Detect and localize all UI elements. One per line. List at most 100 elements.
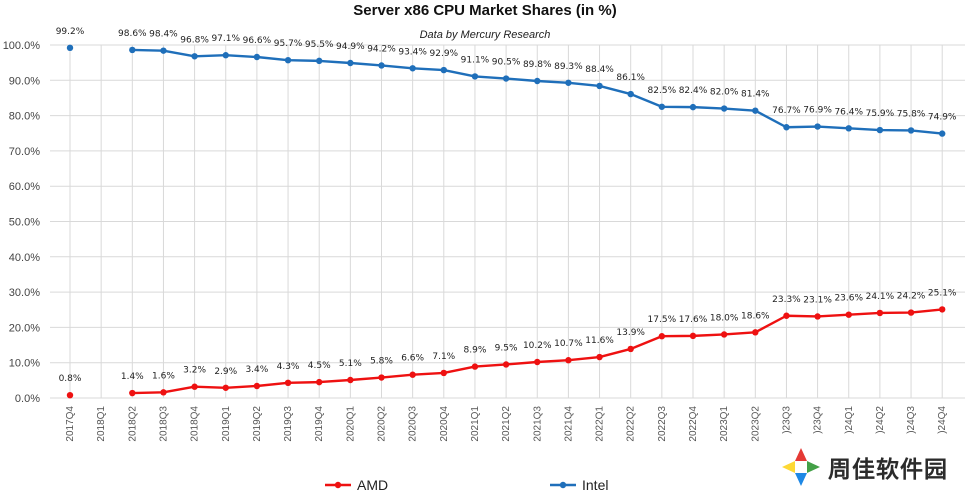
amd-data-label: 6.6%	[401, 354, 424, 364]
x-tick-label: 2020Q1	[345, 406, 356, 442]
intel-data-label: 91.1%	[461, 55, 490, 65]
intel-data-point	[534, 77, 541, 85]
intel-data-point	[907, 127, 915, 134]
amd-data-label: 25.1%	[928, 288, 957, 298]
amd-data-point	[689, 332, 697, 340]
intel-data-label: 75.8%	[897, 109, 926, 119]
y-tick-label: 90.0%	[9, 75, 40, 87]
intel-data-label: 90.5%	[492, 58, 521, 68]
x-tick-label: 2020Q2	[377, 406, 388, 442]
x-tick-label: 2022Q4	[688, 406, 699, 442]
x-tick-label: 2023Q1	[719, 406, 730, 442]
data-labels: 0.8% 1.4% 1.6% 3.2% 2.9% 3.4% 4.3% 4.5% 5.1% 5.8%…	[56, 27, 957, 384]
x-tick-label: 2022Q2	[626, 406, 637, 442]
x-tick-label: 2018Q1	[96, 406, 107, 442]
amd-data-label: 7.1%	[432, 352, 455, 362]
intel-data-point	[783, 124, 790, 131]
amd-data-label: 9.5%	[495, 343, 518, 353]
intel-legend-label: Intel	[582, 477, 608, 493]
x-tick-label: 2019Q4	[314, 406, 325, 442]
intel-data-point	[284, 56, 292, 64]
amd-data-point	[845, 311, 852, 318]
x-tick-label: )24Q4	[937, 406, 948, 434]
intel-data-label: 82.0%	[710, 88, 739, 98]
intel-data-point	[253, 53, 261, 61]
x-tick-label: 2021Q2	[501, 406, 512, 442]
intel-data-label: 82.5%	[648, 86, 677, 96]
amd-data-label: 10.7%	[554, 339, 583, 349]
amd-data-label: 18.6%	[741, 311, 770, 321]
amd-data-point	[66, 391, 74, 399]
amd-data-point	[191, 383, 198, 390]
intel-data-label: 99.2%	[56, 27, 85, 37]
intel-data-point	[160, 47, 167, 54]
amd-data-label: 24.2%	[897, 292, 926, 302]
chart-subtitle: Data by Mercury Research	[419, 29, 551, 41]
intel-data-label: 95.5%	[305, 40, 334, 50]
amd-data-label: 3.2%	[183, 366, 206, 376]
intel-data-label: 93.4%	[398, 47, 427, 57]
gridlines	[50, 44, 965, 399]
y-tick-label: 80.0%	[9, 111, 40, 123]
amd-data-point	[752, 329, 759, 336]
intel-data-point	[876, 126, 884, 134]
amd-data-point	[658, 333, 666, 340]
x-tick-label: 2019Q2	[252, 406, 263, 442]
intel-data-point	[409, 65, 416, 72]
intel-data-point	[939, 130, 946, 137]
intel-data-point	[347, 59, 354, 67]
y-tick-label: 100.0%	[3, 40, 41, 52]
x-tick-label: 2021Q3	[532, 406, 543, 442]
amd-data-point	[222, 384, 229, 391]
x-tick-label: 2021Q1	[470, 406, 481, 442]
x-tick-label: 2023Q2	[750, 406, 761, 442]
amd-data-label: 5.1%	[339, 359, 362, 369]
intel-data-point	[689, 103, 697, 111]
intel-data-label: 89.8%	[523, 60, 552, 70]
y-tick-label: 60.0%	[9, 181, 40, 193]
x-tick-label: 2020Q4	[439, 406, 450, 442]
amd-data-point	[316, 378, 323, 386]
y-tick-label: 40.0%	[9, 252, 40, 264]
intel-data-label: 92.9%	[430, 49, 459, 59]
watermark-text: 周佳软件园	[828, 457, 948, 483]
amd-data-point	[471, 363, 479, 370]
amd-data-label: 1.6%	[152, 371, 175, 381]
amd-data-label: 5.8%	[370, 357, 393, 367]
amd-data-point	[347, 376, 354, 384]
intel-data-point	[316, 57, 323, 65]
y-tick-label: 10.0%	[9, 358, 40, 370]
y-tick-label: 20.0%	[9, 322, 40, 334]
intel-data-point	[565, 79, 572, 86]
intel-data-point	[378, 62, 385, 69]
intel-data-point	[440, 66, 447, 74]
amd-data-point	[596, 353, 603, 361]
intel-data-point	[845, 125, 852, 132]
intel-data-label: 74.9%	[928, 113, 957, 123]
x-tick-label: 2022Q3	[657, 406, 668, 442]
amd-data-label: 23.3%	[772, 295, 801, 305]
x-tick-label: 2019Q1	[221, 406, 232, 442]
intel-data-point	[658, 103, 666, 110]
intel-data-label: 96.8%	[180, 35, 209, 45]
intel-data-label: 94.2%	[367, 44, 396, 54]
y-tick-label: 50.0%	[9, 217, 40, 229]
amd-data-point	[160, 389, 167, 396]
amd-data-label: 4.3%	[277, 362, 300, 372]
amd-data-point	[814, 313, 821, 320]
intel-data-label: 96.6%	[243, 36, 272, 46]
x-tick-label: 2020Q3	[408, 406, 419, 442]
intel-data-point	[752, 107, 759, 114]
intel-data-point	[471, 73, 479, 80]
intel-data-point	[596, 82, 603, 90]
intel-data-label: 76.7%	[772, 106, 801, 116]
intel-data-label: 88.4%	[585, 65, 614, 75]
chart-title: Server x86 CPU Market Shares (in %)	[353, 2, 617, 19]
amd-data-point	[627, 345, 634, 353]
x-tick-label: )24Q1	[844, 406, 855, 434]
intel-data-label: 76.4%	[834, 107, 863, 117]
x-tick-label: )23Q3	[781, 406, 792, 434]
amd-data-point	[565, 357, 572, 364]
intel-data-label: 98.4%	[149, 30, 178, 40]
